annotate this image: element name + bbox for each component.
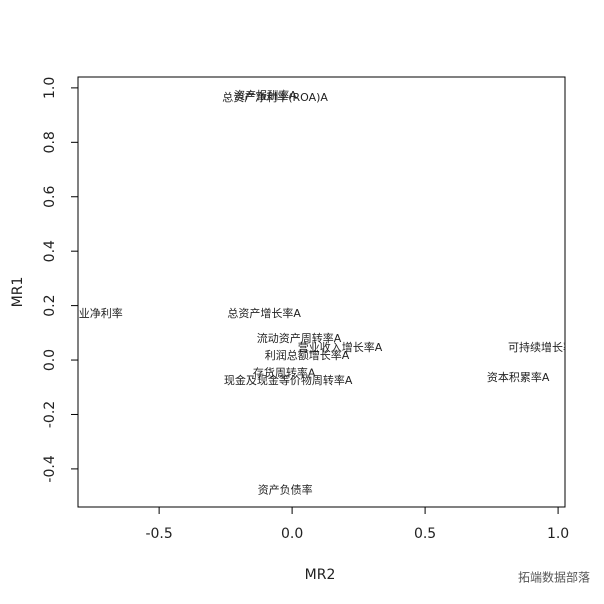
y-tick-label: 0.6 [42, 186, 58, 208]
y-axis-label: MR1 [10, 277, 26, 308]
x-tick-label: 0.0 [281, 526, 303, 542]
watermark: 拓端数据部落 [518, 570, 590, 585]
y-tick-label: 0.4 [42, 240, 58, 262]
plot-frame [77, 76, 566, 508]
point-label: 可持续增长率A [508, 340, 582, 354]
point-label: 总资产增长率A [227, 306, 301, 320]
y-tick-label: 0.2 [42, 294, 58, 316]
point-label: 流动资产周转率A [257, 331, 342, 345]
point-label: 总资产净利率(ROA)A [222, 90, 328, 104]
y-tick-label: 0.0 [42, 349, 58, 371]
x-tick-label: 1.0 [547, 526, 569, 542]
y-tick-label: -0.4 [42, 455, 58, 482]
y-tick-label: 1.0 [42, 77, 58, 99]
point-label: 营业收入增长率A [298, 340, 383, 354]
point-label: 资本积累率A [487, 370, 550, 384]
point-label: 利润总额增长率A [265, 348, 350, 362]
x-tick-label: 0.5 [414, 526, 436, 542]
x-axis-label: MR2 [305, 567, 336, 583]
point-label: 存货周转率A [253, 366, 316, 380]
x-tick-label: -0.5 [145, 526, 172, 542]
point-label: 资产报酬率A [234, 88, 297, 102]
point-label: 资产负债率 [258, 483, 313, 497]
y-tick-label: -0.2 [42, 401, 58, 428]
point-label: 现金及现金等价物周转率A [224, 373, 353, 387]
y-tick-label: 0.8 [42, 131, 58, 153]
point-label: 营业净利率 [68, 306, 123, 320]
